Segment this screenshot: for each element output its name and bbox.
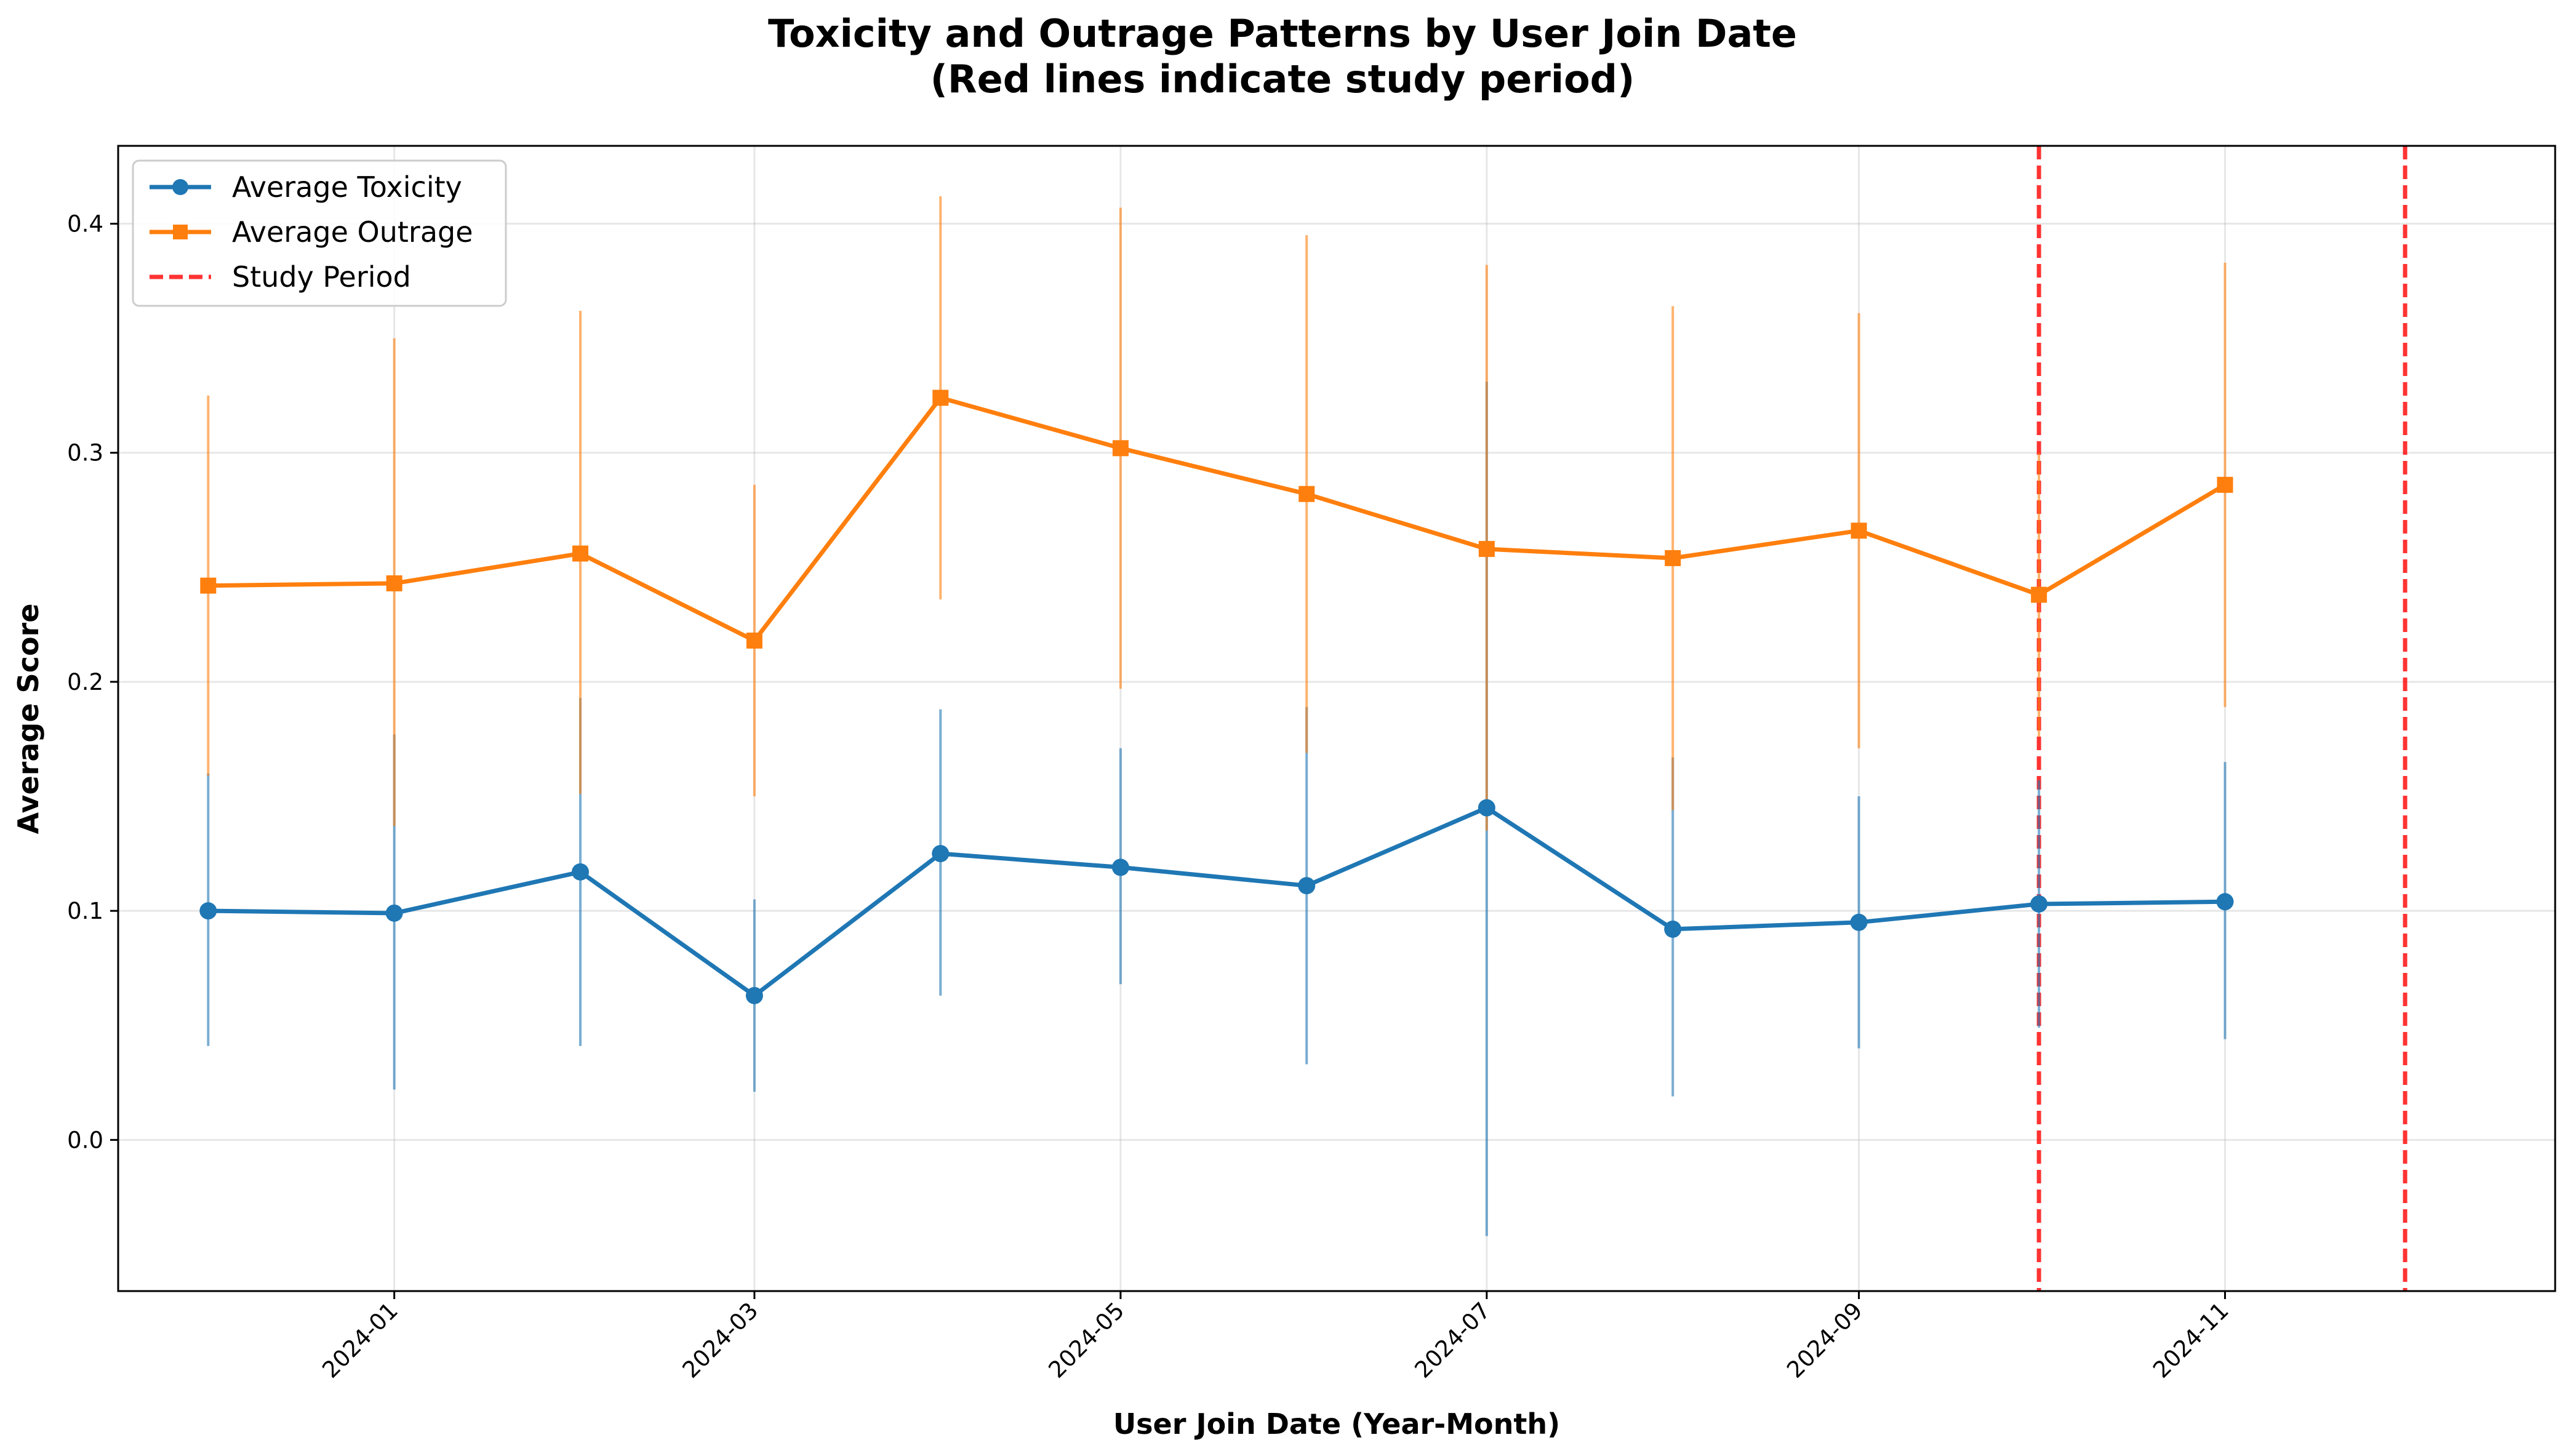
average-toxicity-point	[932, 845, 950, 863]
legend-toxicity-marker	[172, 179, 188, 195]
x-tick-label: 2024-09	[1782, 1297, 1868, 1383]
average-toxicity-point	[2216, 893, 2234, 911]
average-toxicity-point	[572, 863, 590, 881]
average-outrage-point	[1665, 550, 1681, 566]
y-axis-label: Average Score	[12, 604, 45, 834]
x-tick-label: 2024-11	[2148, 1297, 2234, 1383]
y-tick-label: 0.4	[67, 211, 103, 238]
plot-frame	[117, 145, 2556, 1292]
x-tick-label: 2024-03	[678, 1297, 764, 1383]
average-toxicity-point	[1664, 920, 1682, 938]
average-toxicity-line	[208, 806, 2225, 998]
average-toxicity-point	[745, 986, 763, 1004]
average-outrage-line	[208, 395, 2227, 643]
x-axis-label: User Join Date (Year-Month)	[1113, 1407, 1560, 1441]
y-tick-label: 0.2	[67, 669, 103, 695]
average-outrage-point	[746, 632, 762, 649]
y-tick-label: 0.1	[67, 898, 103, 924]
average-outrage-point	[1299, 486, 1315, 502]
legend-study-period-label: Study Period	[232, 260, 411, 294]
average-outrage-point	[932, 390, 949, 406]
chart-title-line2: (Red lines indicate study period)	[930, 57, 1635, 102]
y-tick-label: 0.0	[67, 1127, 103, 1153]
average-outrage-point	[2217, 476, 2233, 493]
legend-toxicity-label: Average Toxicity	[232, 170, 462, 204]
average-outrage-point	[1112, 440, 1129, 457]
error-bars	[207, 196, 2227, 1236]
average-toxicity-point	[2030, 895, 2048, 913]
legend-outrage-label: Average Outrage	[232, 215, 473, 249]
average-toxicity-point	[1111, 858, 1129, 876]
x-tick-label: 2024-05	[1044, 1297, 1130, 1383]
legend-box	[132, 159, 507, 307]
study-period-lines	[2036, 146, 2407, 1291]
average-outrage-point	[1478, 541, 1495, 558]
average-outrage-point	[1851, 522, 1867, 539]
average-toxicity-point	[1850, 913, 1868, 931]
legend-outrage-marker	[173, 225, 188, 239]
series-markers	[199, 390, 2234, 1004]
x-axis-ticks: 2024-01 2024-03 2024-05 2024-07 2024-09 2024-…	[317, 1291, 2234, 1383]
average-outrage-point	[572, 545, 589, 562]
average-outrage-point	[200, 577, 217, 594]
y-tick-label: 0.3	[67, 440, 103, 466]
gridlines	[118, 146, 2555, 1291]
average-toxicity-point	[1478, 799, 1495, 817]
average-outrage-point	[2031, 586, 2047, 603]
average-toxicity-point	[199, 902, 217, 920]
y-axis-ticks: 0.0 0.1 0.2 0.3 0.4	[67, 211, 118, 1153]
x-tick-label: 2024-01	[317, 1297, 403, 1383]
series-lines	[208, 395, 2227, 998]
chart-title-line1: Toxicity and Outrage Patterns by User Jo…	[768, 11, 1797, 56]
x-tick-label: 2024-07	[1409, 1297, 1495, 1383]
average-toxicity-point	[1298, 877, 1316, 895]
legend: Average Toxicity Average Outrage Study P…	[132, 159, 507, 307]
average-outrage-point	[386, 575, 402, 591]
average-toxicity-point	[385, 904, 403, 922]
